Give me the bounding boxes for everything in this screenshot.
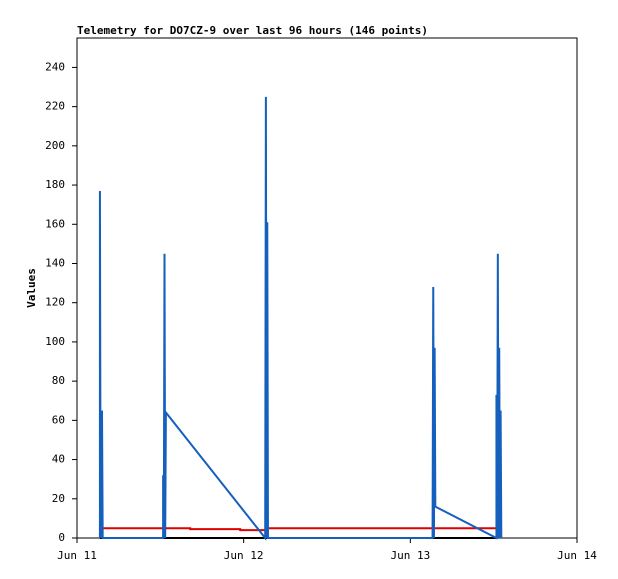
y-tick-label: 120 (45, 296, 65, 309)
chart-title: Telemetry for DO7CZ-9 over last 96 hours… (77, 24, 428, 37)
y-tick-label: 20 (52, 492, 65, 505)
y-tick-label: 60 (52, 413, 65, 426)
y-tick-label: 220 (45, 100, 65, 113)
y-tick-label: 100 (45, 335, 65, 348)
y-tick-label: 40 (52, 453, 65, 466)
y-tick-label: 240 (45, 60, 65, 73)
y-tick-label: 160 (45, 217, 65, 230)
series-line (98, 96, 503, 541)
y-tick-label: 0 (58, 531, 65, 544)
x-tick-label: Jun 12 (224, 549, 264, 562)
y-tick-label: 140 (45, 256, 65, 269)
y-tick-label: 180 (45, 178, 65, 191)
x-tick-label: Jun 14 (557, 549, 597, 562)
y-tick-label: 80 (52, 374, 65, 387)
x-tick-label: Jun 11 (57, 549, 97, 562)
y-tick-label: 200 (45, 139, 65, 152)
x-tick-label: Jun 13 (390, 549, 430, 562)
y-axis-label: Values (25, 268, 38, 308)
